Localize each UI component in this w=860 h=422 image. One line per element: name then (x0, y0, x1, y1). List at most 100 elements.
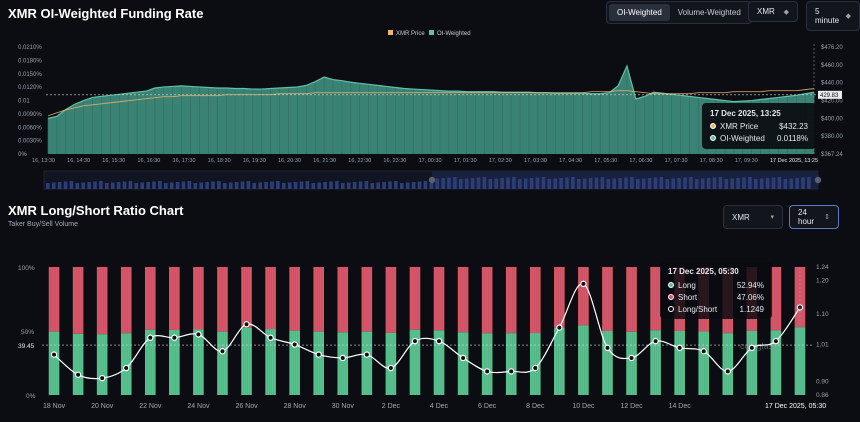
short-bar (794, 267, 806, 328)
long-bar (698, 331, 710, 395)
navigator-bar (630, 177, 634, 189)
navigator-bar (653, 177, 658, 189)
long-bar (385, 332, 397, 395)
short-bar (433, 267, 445, 331)
navigator-bar (488, 179, 493, 189)
x-tick: 17, 07:30 (665, 158, 688, 164)
short-bar (337, 267, 349, 333)
navigator-bar (51, 182, 56, 189)
navigator-bar (252, 183, 257, 189)
navigator-bar (282, 183, 286, 189)
navigator-bar (659, 177, 664, 189)
funding-dot-icon (710, 135, 716, 141)
long-bar (144, 329, 156, 395)
short-bar (505, 267, 517, 334)
ratio-point (147, 334, 154, 341)
navigator-bar (441, 178, 445, 189)
long-bar (169, 329, 180, 395)
short-bar (289, 267, 300, 331)
ls-tooltip: 17 Dec 2025, 05:30 Long 52.94% Short 47.… (660, 262, 772, 319)
x-tick: 20 Nov (91, 403, 114, 410)
navigator-bar (777, 177, 782, 189)
long-bar (433, 330, 445, 395)
short-bar (217, 267, 228, 332)
navigator-bar (759, 178, 764, 189)
navigator-bar (217, 181, 221, 189)
ratio-point (387, 364, 395, 372)
chevron-down-icon: ▾ (770, 214, 774, 221)
tooltip-label: Long (678, 281, 696, 290)
long-bar (794, 327, 806, 395)
short-bar (602, 267, 613, 331)
x-tick: 28 Nov (284, 403, 307, 410)
navigator-bar (459, 179, 463, 189)
x-tick: 16, 14:30 (67, 158, 90, 164)
navigator-bar (81, 182, 85, 189)
navigator-bar (748, 177, 752, 189)
navigator-bar (783, 179, 788, 189)
ratio-point (219, 348, 226, 355)
navigator-bar (223, 183, 227, 189)
navigator-bar (417, 181, 422, 189)
y-right-tick: $420.00 (821, 99, 843, 105)
navigator-handle-right (814, 176, 822, 184)
x-tick: 17 Dec 2025, 13:25 (770, 158, 818, 164)
funding-tooltip: 17 Dec 2025, 13:25 XMR Price $432.23 OI-… (702, 103, 816, 149)
ratio-point (483, 368, 491, 375)
short-bar (120, 267, 132, 334)
interval-select[interactable]: 5 minute ◆ (806, 1, 860, 31)
x-tick: 26 Nov (235, 403, 258, 410)
navigator-bar (264, 182, 268, 189)
y-right-tick: 0.90 (816, 379, 829, 386)
navigator-bar (193, 183, 198, 189)
navigator-bar (187, 181, 192, 189)
ratio-point (171, 334, 178, 341)
navigator-bar (246, 181, 251, 189)
navigator-bar (606, 179, 611, 189)
coin-select-bottom[interactable]: XMR ▾ (723, 205, 783, 229)
legend-funding-label: OI-Weighted (437, 31, 471, 37)
navigator-bar (388, 181, 392, 189)
period-select[interactable]: 24 hour ⇕ (789, 205, 839, 229)
navigator-bar (700, 178, 705, 189)
ratio-dot-icon (668, 306, 674, 312)
ratio-point (459, 354, 467, 362)
navigator-bar (671, 178, 675, 189)
x-tick: 10 Dec (572, 403, 595, 410)
ls-chart-subtitle: Taker Buy/Sell Volume (8, 221, 79, 228)
navigator-bar (105, 183, 109, 189)
ratio-point (748, 344, 756, 352)
tab-volume-weighted[interactable]: Volume-Weighted (677, 8, 741, 17)
navigator-bar (807, 177, 811, 189)
long-bar (289, 330, 300, 395)
navigator-bar (594, 177, 599, 189)
navigator-bar (69, 181, 74, 189)
navigator-bar (317, 182, 321, 189)
ratio-point (291, 341, 298, 348)
navigator-bar (134, 183, 139, 189)
y-left-tick: 0% (26, 393, 36, 400)
funding-rate-chart[interactable]: XMR Price OI-Weighted 0.0210% 0.0180% 0.0150… (0, 24, 860, 194)
navigator-bar (588, 178, 593, 189)
tooltip-value: 0.0118% (777, 134, 808, 143)
navigator-bar (293, 182, 298, 189)
navigator-bar (116, 182, 121, 189)
navigator-bar (234, 182, 239, 189)
funding-tooltip-row-funding: OI-Weighted 0.0118% (710, 134, 808, 143)
short-bar (96, 267, 108, 335)
current-price-label: 429.83 (820, 93, 839, 99)
long-bar (337, 332, 349, 395)
long-bar (674, 331, 685, 395)
y-right-tick: $367.24 (821, 152, 843, 158)
ls-tooltip-row-short: Short 47.06% (668, 293, 764, 302)
ratio-point (772, 337, 780, 345)
ratio-point (243, 321, 250, 328)
x-tick: 16, 23:30 (383, 158, 406, 164)
range-navigator (43, 170, 822, 190)
tab-oi-weighted[interactable]: OI-Weighted (609, 4, 670, 21)
navigator-bar (506, 177, 510, 189)
navigator-bar (512, 177, 516, 189)
coin-select-top[interactable]: XMR ◆ (748, 1, 798, 22)
navigator-bar (376, 182, 380, 189)
